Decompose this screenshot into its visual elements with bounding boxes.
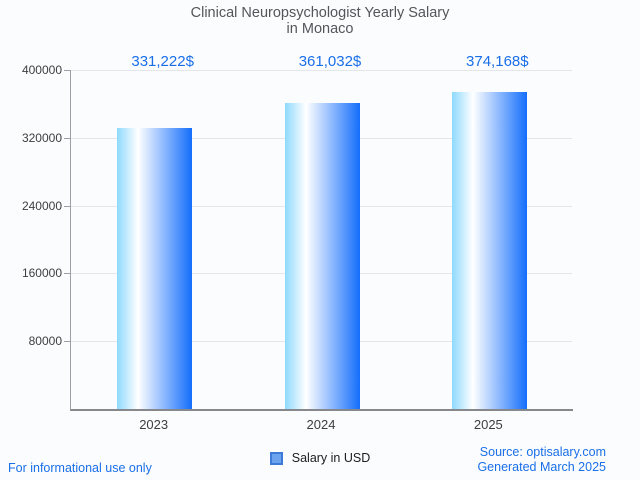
y-axis-tick	[64, 70, 70, 71]
bar	[117, 128, 193, 409]
y-axis-label: 80000	[28, 334, 62, 349]
legend-swatch-icon	[269, 451, 283, 465]
y-axis-tick	[64, 137, 70, 139]
chart-title-line1: Clinical Neuropsychologist Yearly Salary	[190, 5, 450, 21]
bar-value-label: 374,168$	[466, 53, 529, 70]
plot-area	[64, 70, 573, 411]
generated-text: Generated March 2025	[477, 460, 606, 474]
chart-title-line2: in Monaco	[286, 21, 354, 37]
x-axis-label: 2023	[139, 417, 169, 432]
y-axis-tick	[64, 205, 70, 207]
chart-title: Clinical Neuropsychologist Yearly Salary…	[0, 5, 640, 37]
bar-value-label: 361,032$	[298, 53, 362, 70]
legend-label: Salary in USD	[291, 451, 371, 465]
y-axis-label: 240000	[21, 198, 62, 213]
bar	[284, 103, 360, 409]
y-axis-tick	[64, 341, 70, 343]
x-axis-label: 2024	[306, 417, 336, 432]
source-block: Source: optisalary.com Generated March 2…	[477, 445, 606, 475]
y-axis-tick	[64, 273, 70, 275]
gridline	[71, 70, 572, 71]
bar	[451, 91, 527, 409]
y-axis-label: 400000	[21, 63, 62, 77]
y-axis-label: 160000	[21, 266, 62, 281]
source-text: Source: optisalary.com	[479, 445, 606, 459]
disclaimer-text: For informational use only	[8, 461, 152, 475]
bar-value-label: 331,222$	[131, 53, 194, 70]
legend: Salary in USD	[0, 451, 640, 465]
x-axis-label: 2025	[473, 417, 503, 432]
y-axis-label: 320000	[21, 130, 62, 145]
